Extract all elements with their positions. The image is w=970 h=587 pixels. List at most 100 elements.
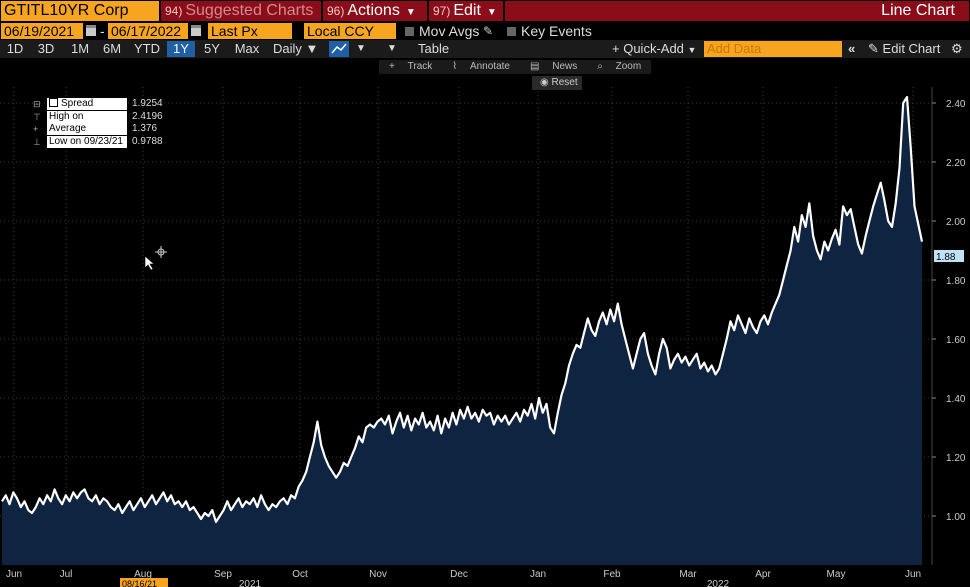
- annotate-label: Annotate: [469, 61, 510, 72]
- annotate-icon: ⌇: [452, 61, 458, 72]
- collapse-icon[interactable]: «: [848, 41, 856, 56]
- series-area: [2, 97, 922, 565]
- date-separator: -: [100, 23, 105, 39]
- key-events-label: Key Events: [521, 23, 592, 39]
- table-caret-icon[interactable]: ▼: [387, 43, 397, 54]
- reset-icon: ◉: [540, 77, 549, 88]
- x-tick-label: Nov: [369, 569, 387, 580]
- edit-label: Edit: [453, 2, 481, 19]
- actions-caret-icon: ▼: [405, 7, 416, 18]
- x-axis: Jun Jul Aug Sep Oct Nov Dec Jan Feb Mar Apr May Jun 2…: [6, 569, 921, 587]
- legend-average-label: Average: [47, 123, 127, 135]
- controls-bar: 06/19/2021 - 06/17/2022 Last Px Local CC…: [0, 22, 970, 40]
- x-tick-label: Jan: [530, 569, 546, 580]
- x-year-label: 2021: [239, 579, 262, 587]
- calendar-icon[interactable]: [191, 25, 201, 36]
- line-chart-glyph: [331, 43, 347, 54]
- legend-row-high: ⊤ High on 06/14/22 2.4196: [27, 110, 173, 134]
- y-tick-label: 1.60: [946, 335, 966, 346]
- magnifier-icon: ⌕: [597, 61, 603, 72]
- period-6m[interactable]: 6M: [102, 41, 122, 56]
- edit-menu-button[interactable]: 97) Edit ▼: [429, 1, 503, 21]
- x-tick-label: Jun: [905, 569, 921, 580]
- legend-spread-label: Spread: [47, 98, 127, 110]
- mov-avgs-checkbox[interactable]: [405, 27, 414, 36]
- suggested-charts-button[interactable]: 94) Suggested Charts: [161, 1, 321, 21]
- frequency-selector[interactable]: Daily ▼: [273, 41, 318, 57]
- x-tick-label: Mar: [679, 569, 697, 580]
- series-swatch: [49, 98, 58, 107]
- actions-menu-button[interactable]: 96) Actions ▼: [323, 1, 427, 21]
- end-date-field[interactable]: 06/17/2022: [108, 23, 188, 39]
- x-tick-label: Aug: [134, 569, 152, 580]
- chart-type-title: Line Chart: [505, 1, 969, 21]
- legend-row-average: + Average 1.376: [27, 123, 173, 136]
- actions-label: Actions: [347, 2, 400, 19]
- news-icon: ▤: [529, 61, 540, 72]
- x-tick-label: Dec: [450, 569, 468, 580]
- cursor: [144, 246, 167, 271]
- x-tick-label: Sep: [214, 569, 232, 580]
- y-tick-label: 2.00: [946, 217, 966, 228]
- legend-spread-value: 1.9254: [132, 98, 163, 109]
- zoom-tool[interactable]: ⌕ Zoom: [587, 60, 651, 74]
- date-marker-label: 08/16/21: [122, 579, 157, 587]
- quick-add-label: Quick-Add: [623, 41, 684, 56]
- ticker-field[interactable]: GTITL10YR Corp: [1, 1, 159, 21]
- last-value-label: 1.88: [936, 252, 956, 263]
- legend: ⊟ Spread 1.9254 ⊤ High on 06/14/22 2.419…: [27, 98, 173, 148]
- period-5y[interactable]: 5Y: [204, 41, 220, 56]
- legend-high-value: 2.4196: [132, 110, 163, 122]
- crosshair-icon: +: [389, 61, 395, 72]
- mov-avgs-label: Mov Avgs: [419, 23, 480, 39]
- pencil-icon[interactable]: ✎: [483, 24, 494, 38]
- x-tick-label: Jul: [60, 569, 73, 580]
- calendar-icon[interactable]: [86, 25, 96, 36]
- x-tick-label: Apr: [755, 569, 771, 580]
- key-events-checkbox[interactable]: [507, 27, 516, 36]
- legend-average-value: 1.376: [132, 123, 158, 134]
- field-selector[interactable]: Last Px: [208, 23, 292, 39]
- arrow-cursor-icon: [144, 255, 155, 271]
- high-marker-icon: ⊤: [33, 111, 41, 122]
- annotate-tool[interactable]: ⌇ Annotate: [442, 60, 520, 74]
- line-chart-icon[interactable]: [329, 41, 349, 57]
- x-tick-label: Jun: [6, 569, 22, 580]
- gear-icon[interactable]: ⚙: [951, 41, 963, 56]
- y-tick-label: 1.80: [946, 276, 966, 287]
- date-marker-background: [120, 578, 168, 587]
- zoom-label: Zoom: [615, 61, 642, 72]
- average-marker-icon: +: [33, 124, 39, 134]
- legend-row-low: ⊥ Low on 09/23/21 0.9788: [27, 135, 173, 149]
- move-cursor-icon: [155, 246, 167, 258]
- y-tick-label: 2.20: [946, 158, 966, 169]
- reset-button[interactable]: ◉ Reset: [532, 76, 582, 90]
- currency-selector[interactable]: Local CCY: [304, 23, 396, 39]
- track-tool[interactable]: + Track: [379, 60, 442, 74]
- quick-add-caret-icon: ▼: [687, 45, 697, 55]
- news-tool[interactable]: ▤ News: [520, 60, 587, 74]
- quick-add-button[interactable]: + Quick-Add ▼: [612, 41, 696, 58]
- edit-caret-icon: ▼: [486, 7, 497, 18]
- table-button[interactable]: Table: [418, 41, 450, 56]
- period-3d[interactable]: 3D: [37, 41, 55, 56]
- legend-row-spread: ⊟ Spread 1.9254: [27, 98, 173, 111]
- period-ytd[interactable]: YTD: [134, 41, 160, 56]
- frequency-label: Daily: [273, 41, 302, 56]
- x-tick-label: May: [827, 569, 846, 580]
- y-tick-label: 1.00: [946, 512, 966, 523]
- period-1y[interactable]: 1Y: [167, 41, 195, 57]
- reset-label: Reset: [551, 77, 578, 88]
- legend-expand-icon[interactable]: ⊟: [33, 99, 41, 109]
- period-1d[interactable]: 1D: [6, 41, 24, 56]
- edit-chart-button[interactable]: ✎ Edit Chart: [868, 41, 940, 57]
- period-max[interactable]: Max: [234, 41, 260, 56]
- chart-style-caret-icon[interactable]: ▼: [356, 43, 366, 54]
- period-1m[interactable]: 1M: [70, 41, 90, 56]
- legend-high-label: High on 06/14/22: [47, 110, 127, 134]
- x-tick-label: Feb: [603, 569, 621, 580]
- add-data-input[interactable]: Add Data: [704, 41, 842, 57]
- suggested-charts-label: Suggested Charts: [185, 2, 314, 19]
- start-date-field[interactable]: 06/19/2021: [1, 23, 83, 39]
